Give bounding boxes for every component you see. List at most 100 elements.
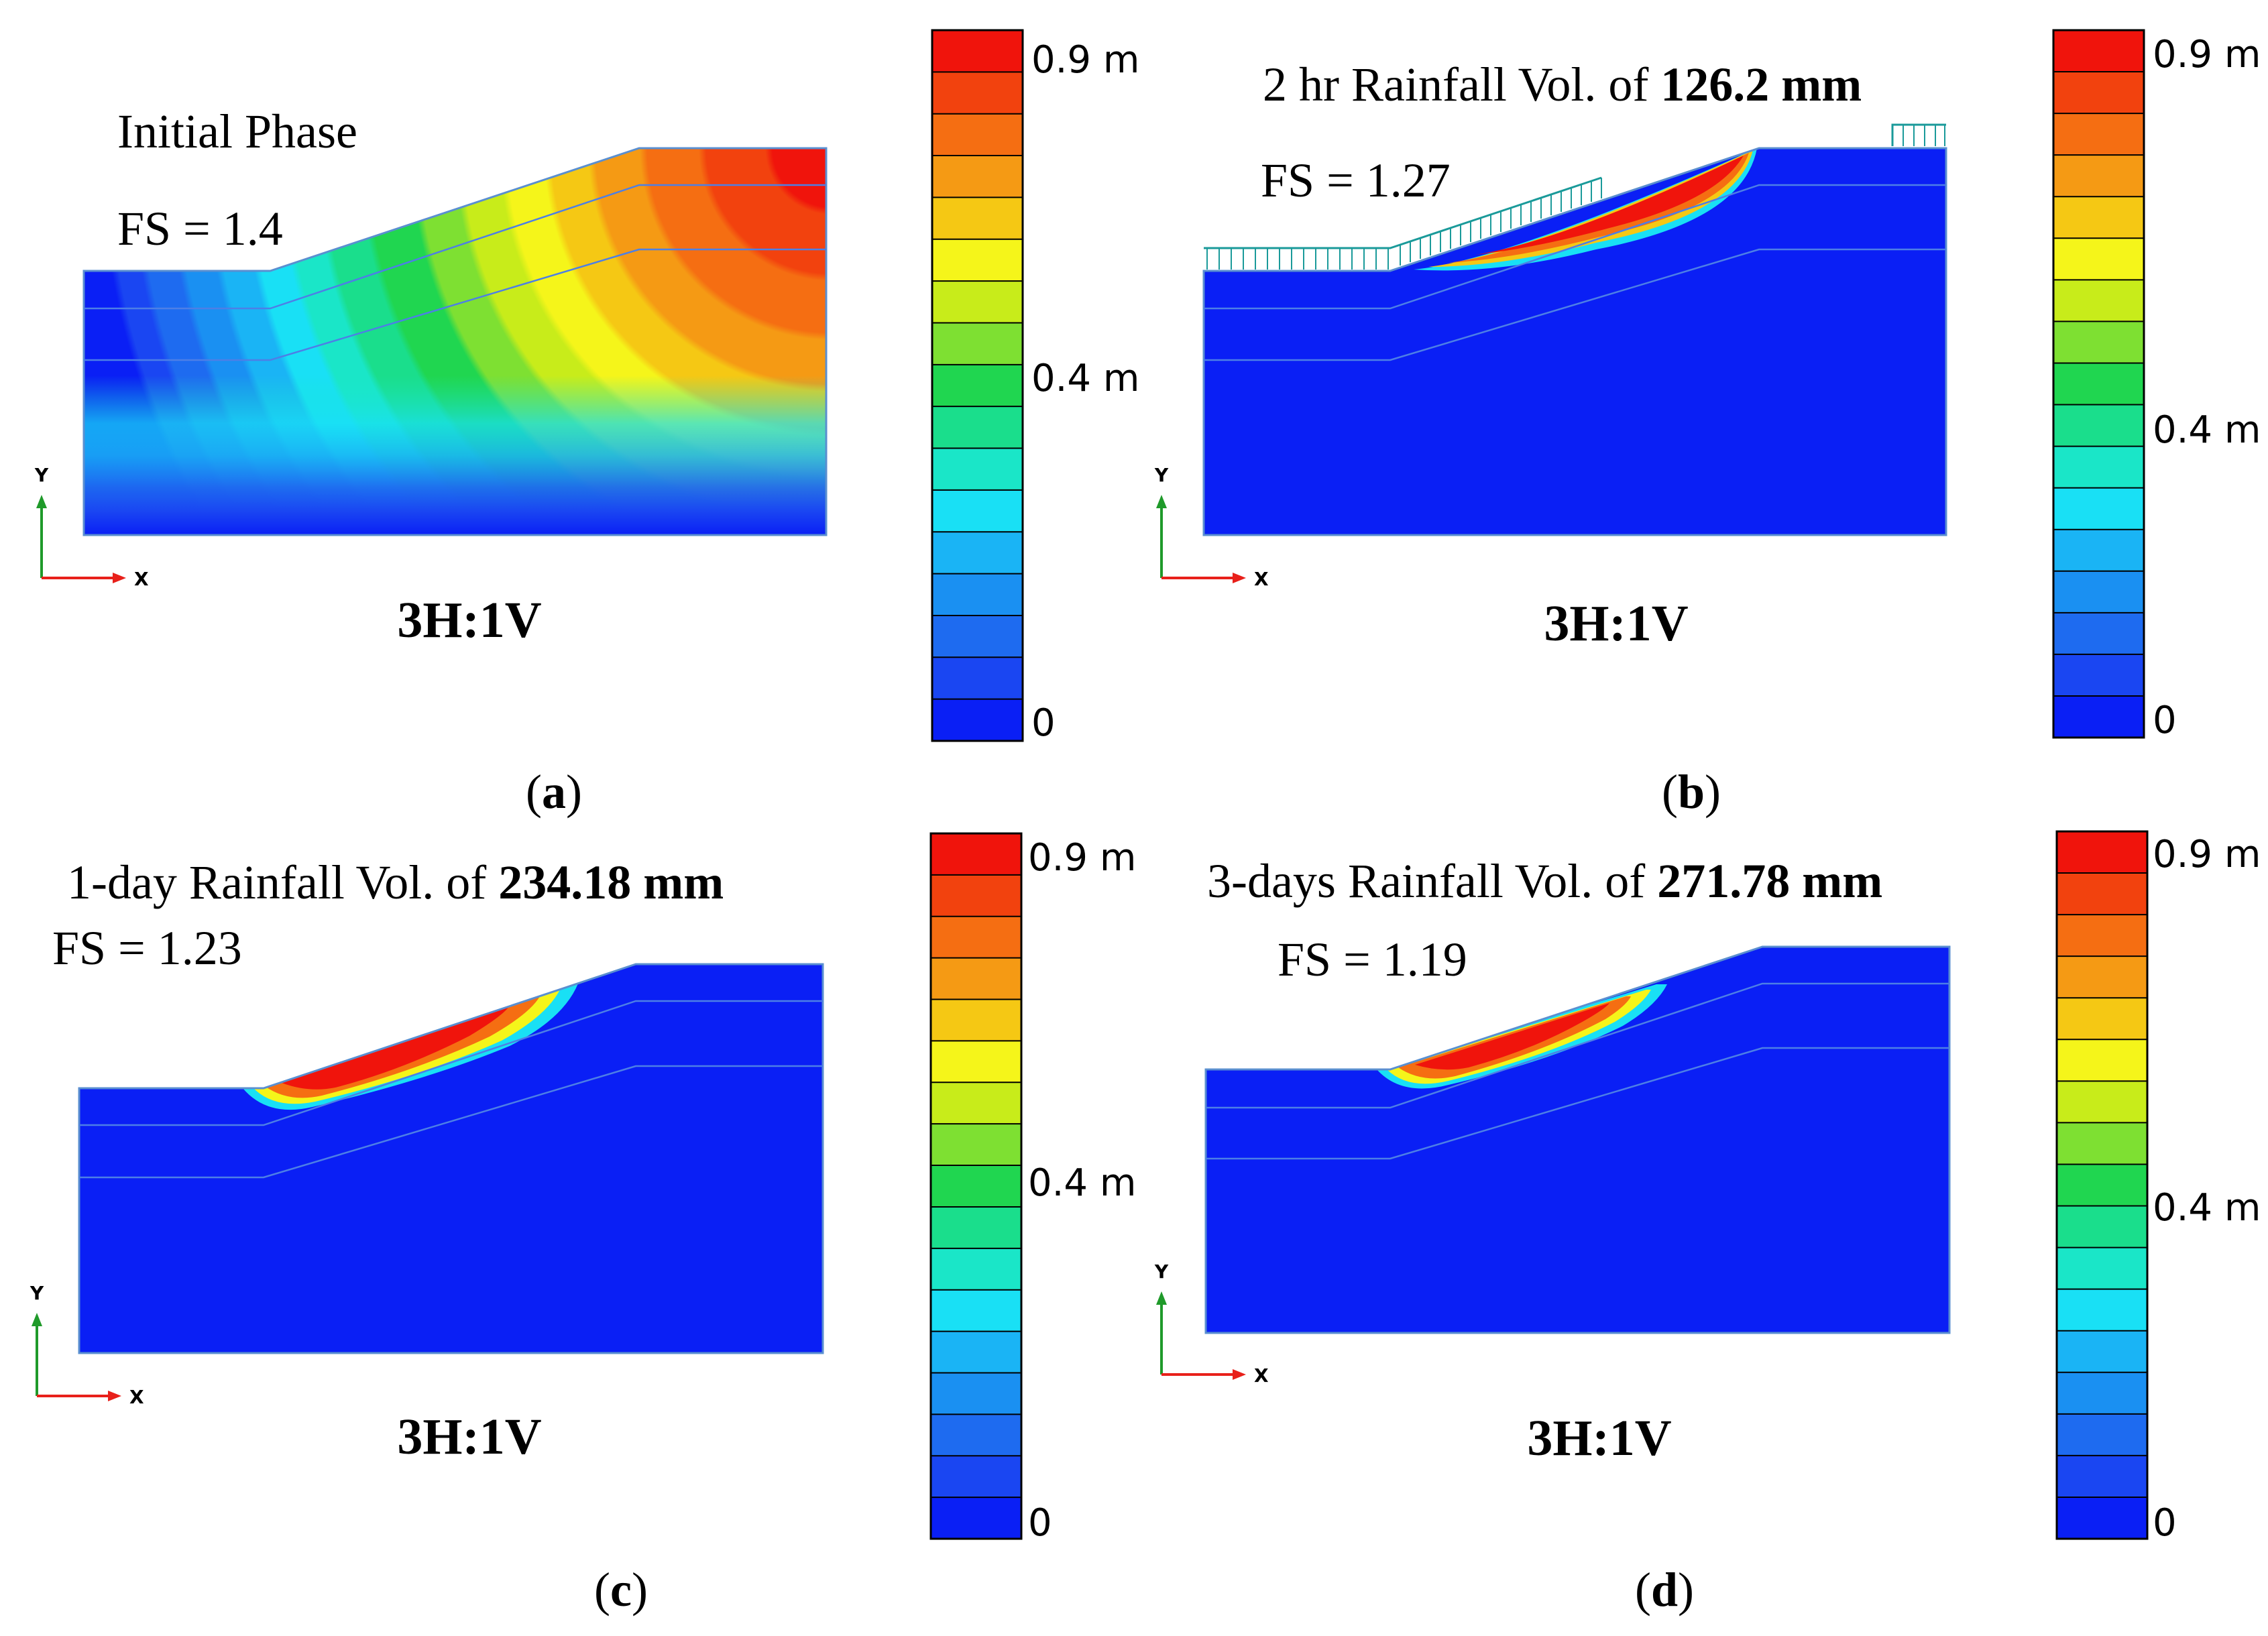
colorbar-step [931,1456,1021,1497]
factor-of-safety: FS = 1.19 [1278,933,1467,986]
colorbar-step [2057,873,2147,915]
panel-b: 2 hr Rainfall Vol. of 126.2 mm FS = 1.27 [1154,30,2261,819]
colorbar-step [931,1041,1021,1082]
colorbar-step [931,1497,1021,1539]
colorbar-step [2057,1122,2147,1165]
colorbar-step [932,699,1023,742]
panel-caption: (a) [526,765,582,819]
colorbar-step [2057,1248,2147,1290]
colorbar-step [2053,447,2144,489]
slope-model [1206,947,1949,1333]
colorbar-step [932,323,1023,365]
panel-a: Initial Phase FS = 1.4 Y X 3H:1V (a) 0.9… [34,30,1140,819]
colorbar-max-label: 0.9 m [1028,836,1136,880]
colorbar-max-label: 0.9 m [2153,33,2261,76]
panel-title: 2 hr Rainfall Vol. of 126.2 mm [1263,58,1862,111]
colorbar [931,833,1021,1539]
colorbar-step [2057,1414,2147,1456]
panel-title: 1-day Rainfall Vol. of 234.18 mm [67,856,724,909]
colorbar-min-label: 0 [2153,1501,2177,1545]
slope-ratio-label: 3H:1V [397,592,541,648]
colorbar-step [932,72,1023,114]
colorbar-step [931,958,1021,1000]
colorbar-min-label: 0 [1028,1501,1052,1545]
panel-caption: (d) [1635,1563,1694,1617]
colorbar-step [932,114,1023,156]
colorbar-step [932,490,1023,532]
colorbar-step [2053,196,2144,239]
factor-of-safety: FS = 1.4 [117,202,283,255]
colorbar-step [931,1124,1021,1165]
colorbar-step [2053,488,2144,530]
colorbar-min-label: 0 [1031,701,1056,745]
colorbar-step [2057,831,2147,874]
colorbar-step [932,365,1023,407]
colorbar-step [932,406,1023,449]
slope-ratio-label: 3H:1V [397,1409,541,1465]
colorbar-mid-label: 0.4 m [2153,1186,2261,1230]
colorbar-step [2057,1456,2147,1498]
panel-title: Initial Phase [117,105,357,158]
slope-ratio-label: 3H:1V [1544,595,1688,652]
axis-y-label: Y [1154,464,1169,486]
colorbar-mid-label: 0.4 m [1031,357,1139,400]
colorbar-step [931,1082,1021,1124]
axis-y-label: Y [1154,1261,1169,1283]
colorbar-step [931,875,1021,917]
colorbar-step [932,574,1023,616]
factor-of-safety: FS = 1.23 [52,921,242,975]
panel-caption: (c) [594,1563,648,1617]
colorbar-step [2053,571,2144,614]
colorbar-step [2053,155,2144,197]
panel-c: 1-day Rainfall Vol. of 234.18 mm FS = 1.… [30,833,1137,1617]
slope-model [79,964,823,1353]
colorbar-step [932,532,1023,574]
colorbar-step [2053,530,2144,572]
colorbar-step [932,449,1023,491]
colorbar-step [2053,405,2144,447]
colorbar-step [2057,1206,2147,1248]
colorbar-step [931,1372,1021,1414]
colorbar-step [2057,1331,2147,1373]
colorbar-step [932,657,1023,699]
colorbar-step [932,239,1023,282]
colorbar-step [2053,30,2144,72]
slope-model [67,134,838,550]
colorbar [2053,30,2144,738]
colorbar-step [932,156,1023,198]
panel-caption: (b) [1662,765,1721,819]
colorbar-step [2053,238,2144,280]
colorbar-step [2053,321,2144,363]
colorbar-step [932,616,1023,658]
slope-ratio-label: 3H:1V [1527,1410,1671,1466]
colorbar-min-label: 0 [2153,699,2177,742]
colorbar-step [931,1165,1021,1207]
colorbar-step [2053,363,2144,405]
axis-x-label: X [129,1386,144,1408]
panel-title: 3-days Rainfall Vol. of 271.78 mm [1207,854,1882,908]
colorbar [2057,831,2147,1539]
colorbar-step [2053,654,2144,697]
axis-x-label: X [1254,1364,1269,1387]
axis-x-label: X [1254,568,1269,590]
colorbar-step [2057,1372,2147,1415]
colorbar-mid-label: 0.4 m [1028,1161,1136,1205]
colorbar-step [931,1290,1021,1332]
colorbar-step [2053,696,2144,738]
colorbar-step [2057,1081,2147,1123]
colorbar-step [931,1414,1021,1456]
colorbar-max-label: 0.9 m [1031,38,1139,82]
colorbar-step [2053,613,2144,655]
colorbar-step [2057,1289,2147,1332]
colorbar-step [2057,998,2147,1040]
colorbar-step [2057,956,2147,998]
colorbar-step [932,281,1023,323]
colorbar-step [931,1000,1021,1041]
colorbar-step [931,1248,1021,1290]
colorbar-step [2053,280,2144,322]
colorbar-max-label: 0.9 m [2153,833,2261,876]
axis-x-label: X [134,568,149,590]
colorbar-step [2057,915,2147,957]
colorbar-step [931,917,1021,958]
